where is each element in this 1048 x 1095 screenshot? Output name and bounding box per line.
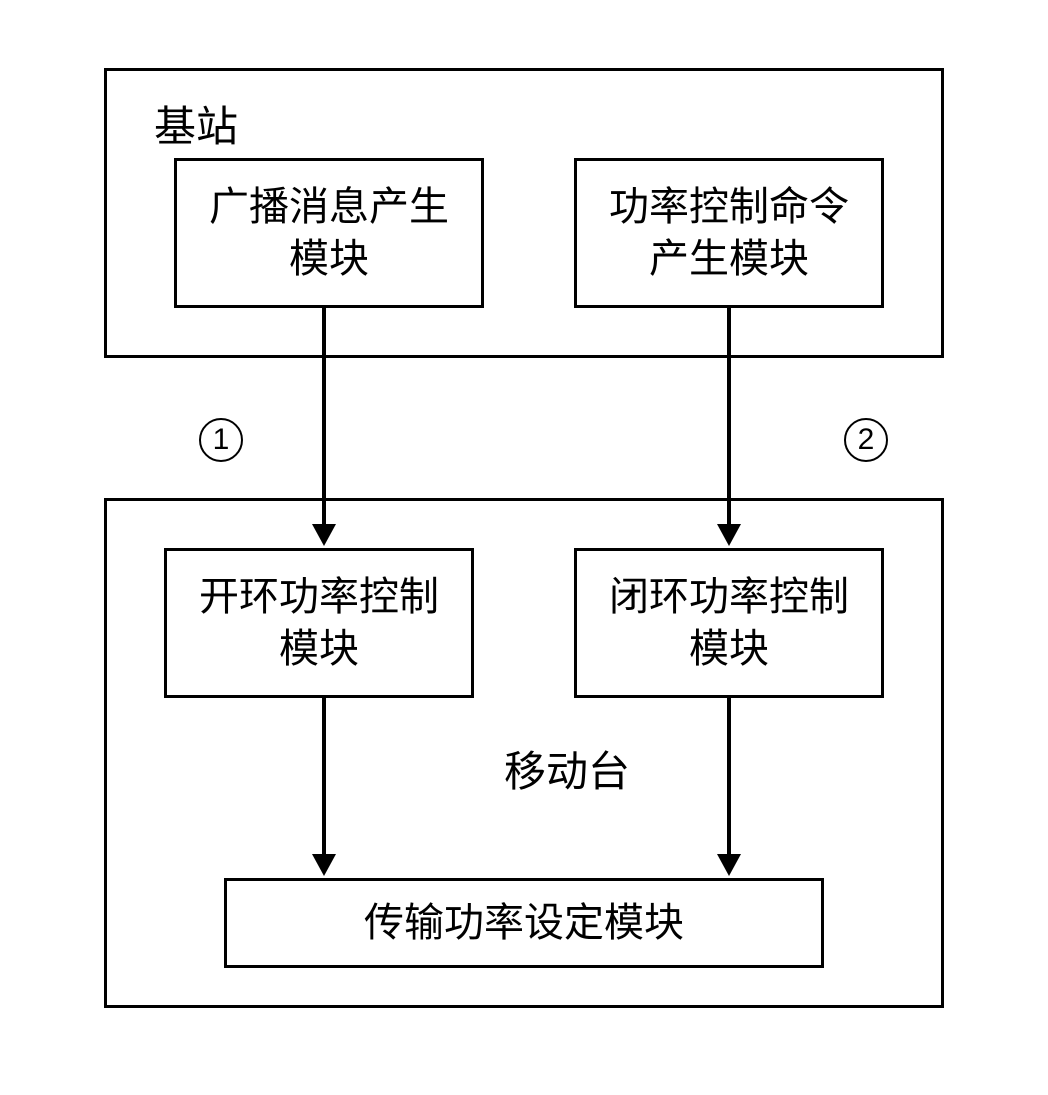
edge-label-1: 1 bbox=[199, 418, 243, 462]
closed-loop-label: 闭环功率控制 模块 bbox=[609, 571, 849, 675]
broadcast-msg-module: 广播消息产生 模块 bbox=[174, 158, 484, 308]
flowchart-diagram: 基站 广播消息产生 模块 功率控制命令 产生模块 移动台 开环功率控制 模块 闭… bbox=[74, 58, 974, 1038]
tx-power-set-label: 传输功率设定模块 bbox=[364, 897, 684, 949]
edge-label-2-text: 2 bbox=[858, 423, 875, 457]
edge-label-1-text: 1 bbox=[213, 423, 230, 457]
power-ctrl-cmd-module: 功率控制命令 产生模块 bbox=[574, 158, 884, 308]
open-loop-label: 开环功率控制 模块 bbox=[199, 571, 439, 675]
power-ctrl-cmd-label: 功率控制命令 产生模块 bbox=[609, 181, 849, 285]
open-loop-module: 开环功率控制 模块 bbox=[164, 548, 474, 698]
mobile-station-label: 移动台 bbox=[504, 738, 630, 799]
base-station-label: 基站 bbox=[154, 93, 238, 154]
closed-loop-module: 闭环功率控制 模块 bbox=[574, 548, 884, 698]
edge-label-2: 2 bbox=[844, 418, 888, 462]
broadcast-msg-label: 广播消息产生 模块 bbox=[209, 181, 449, 285]
tx-power-set-module: 传输功率设定模块 bbox=[224, 878, 824, 968]
